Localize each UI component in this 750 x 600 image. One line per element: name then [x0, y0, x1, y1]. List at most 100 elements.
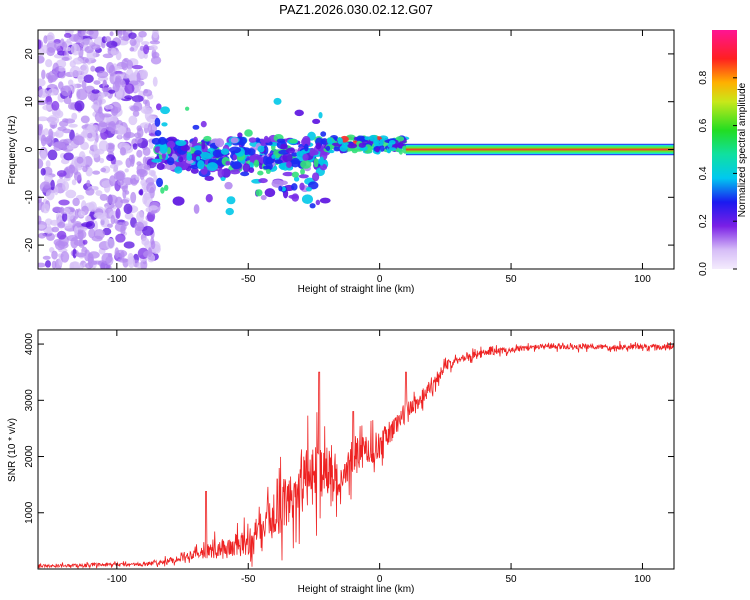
spectrogram-blob — [180, 144, 190, 152]
spectrogram-blob — [115, 75, 122, 83]
spectrogram-blob — [38, 55, 45, 64]
spectrogram-blob — [337, 137, 343, 145]
spectrogram-blob — [129, 47, 135, 52]
spectrogram-blob — [43, 128, 49, 136]
spectrogram-blob — [388, 147, 397, 151]
spectrogram-blob — [141, 237, 150, 246]
spectrogram-blob — [137, 262, 142, 269]
spectrogram-blob — [122, 32, 131, 42]
spectrogram-blob — [115, 170, 126, 182]
spectrogram-blob — [240, 141, 245, 147]
spectrogram-blob — [375, 147, 380, 153]
spectrogram-blob — [226, 196, 236, 205]
spectrogram-blob — [120, 250, 125, 261]
spectrogram-xtick-label: -100 — [107, 274, 127, 285]
spectrogram-blob — [46, 41, 57, 53]
spectrogram-blob — [128, 32, 137, 40]
spectrogram-blob — [184, 106, 190, 111]
snr-xtick-label: 50 — [505, 574, 517, 585]
spectrogram-blob — [106, 40, 118, 49]
spectrogram-blob — [395, 136, 405, 142]
spectrogram-blob — [142, 156, 148, 165]
snr-frame — [37, 329, 675, 570]
spectrogram-blob — [115, 160, 123, 165]
spectrogram-blob — [278, 185, 283, 192]
spectrogram-blob — [160, 106, 171, 115]
spectrogram-blob — [154, 129, 162, 137]
spectrogram-blob — [274, 159, 283, 164]
spectrogram-blob — [40, 150, 47, 161]
spectrogram-blob — [318, 111, 323, 119]
snr-ytick-label: 1000 — [24, 501, 35, 524]
spectrogram-blob — [165, 163, 177, 171]
spectrogram-blob — [273, 97, 282, 105]
spectrogram-blob — [38, 262, 47, 268]
spectrogram-blob — [281, 186, 286, 192]
spectrogram-blob — [84, 46, 94, 54]
spectrogram-blob — [122, 220, 129, 227]
chart-title: PAZ1.2026.030.02.12.G07 — [279, 2, 433, 17]
spectrogram-blob — [86, 179, 91, 187]
spectrogram-blob — [152, 30, 159, 39]
spectrogram-blob — [99, 193, 108, 201]
spectrogram-blob — [150, 240, 156, 250]
spectrogram-blob — [225, 207, 234, 216]
spectrogram-blob — [58, 71, 66, 79]
spectrogram-blob — [43, 166, 53, 177]
spectrogram-blob — [39, 47, 45, 57]
spectrogram-blob — [192, 124, 200, 130]
spectrogram-blob — [278, 163, 285, 169]
spectrogram-blob — [230, 137, 239, 144]
spectrogram-blob — [74, 208, 80, 219]
spectrogram-blob — [91, 89, 100, 94]
spectrogram-blob — [81, 79, 87, 90]
spectrogram-blob — [148, 141, 154, 149]
spectrogram-blob — [43, 174, 53, 183]
spectrogram-blob — [124, 168, 129, 173]
spectrogram-blob — [166, 157, 175, 166]
spectrogram-blob — [327, 137, 333, 145]
spectrogram-blob — [265, 168, 271, 175]
spectrogram-blob — [68, 211, 74, 220]
spectrogram-blob — [296, 151, 304, 157]
spectrogram-blob — [68, 123, 78, 128]
spectrogram-blob — [63, 138, 72, 144]
spectrogram-blob — [143, 44, 150, 55]
spectrogram-blob — [194, 150, 202, 156]
snr-xtick-label: 0 — [377, 574, 383, 585]
spectrogram-blob — [387, 142, 393, 148]
colorbar-label: Normalized spectral amplitude — [737, 82, 748, 217]
spectrogram-blob — [289, 139, 298, 144]
spectrogram-blob — [51, 226, 60, 233]
spectrogram-blob — [301, 194, 314, 205]
spectrogram-blob — [298, 174, 309, 179]
spectrogram-blob — [214, 138, 225, 148]
spectrogram-blob — [84, 215, 92, 223]
spectrogram-blob — [134, 221, 145, 232]
spectrogram-blob — [54, 186, 59, 196]
colorbar-ticks: 0.0 0.2 0.4 0.6 0.8 — [698, 70, 737, 276]
spectrogram-blob — [379, 145, 385, 152]
spectrogram-blob — [69, 262, 75, 269]
spectrogram-blob — [47, 88, 59, 96]
spectrogram-blob — [80, 63, 89, 75]
spectrogram-blob — [203, 135, 212, 142]
spectrogram-blob — [139, 188, 144, 196]
spectrogram-blob — [74, 252, 87, 258]
spectrogram-blob — [102, 53, 114, 59]
spectrogram-blob — [72, 135, 85, 146]
spectrogram-blob — [60, 251, 70, 263]
spectrogram-blob — [294, 109, 304, 117]
spectrogram-blob — [255, 189, 263, 197]
spectrogram-blob — [71, 112, 78, 121]
spectrogram-y-ticks: -20 -10 0 10 20 — [24, 48, 674, 252]
spectrogram-blob — [44, 183, 51, 189]
spectrogram-blob — [152, 76, 158, 87]
spectrogram-blob — [262, 165, 272, 170]
spectrogram-xtick-label: -50 — [241, 274, 256, 285]
spectrogram-blob — [394, 140, 399, 146]
spectrogram-blob — [117, 178, 124, 186]
colorbar: 0.0 0.2 0.4 0.6 0.8 Normalized spectral ampl… — [698, 30, 748, 276]
spectrogram-blob — [113, 218, 119, 224]
